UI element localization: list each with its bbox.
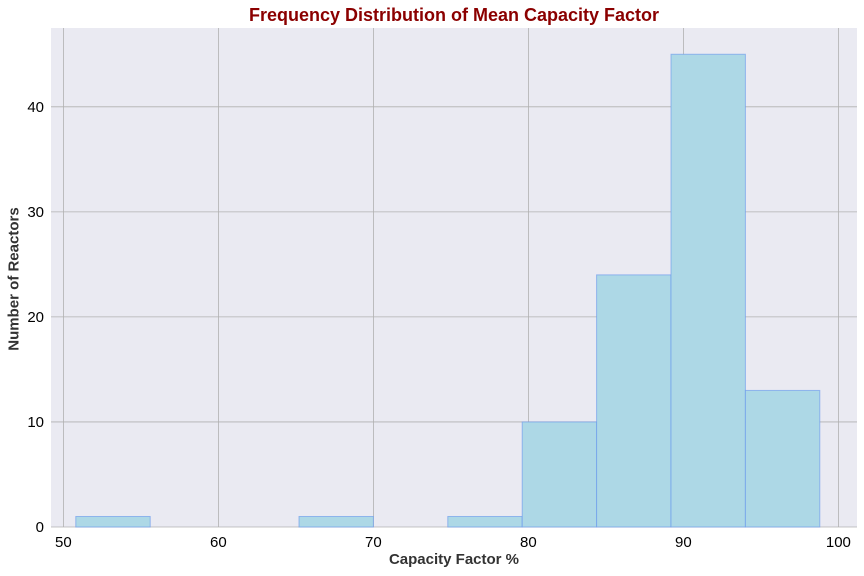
x-tick-label: 100 [826, 534, 851, 551]
histogram-bar [447, 515, 523, 528]
histogram-bar [75, 515, 151, 528]
histogram-bar [744, 389, 821, 528]
x-tick-label: 50 [55, 534, 72, 551]
y-axis-label: Number of Reactors [5, 207, 23, 351]
y-tick-label: 40 [27, 99, 44, 116]
y-tick-label: 20 [27, 309, 44, 326]
x-tick-label: 80 [520, 534, 537, 551]
y-tick-label: 30 [27, 204, 44, 221]
x-tick-label: 70 [365, 534, 382, 551]
chart-title: Frequency Distribution of Mean Capacity … [248, 5, 660, 25]
histogram-bar [596, 274, 672, 528]
histogram-bar [298, 515, 374, 528]
y-tick-label: 10 [27, 414, 44, 431]
x-tick-label: 60 [210, 534, 227, 551]
y-tick-label: 0 [36, 519, 44, 536]
x-axis-label: Capacity Factor % [388, 551, 520, 568]
x-tick-label: 90 [675, 534, 692, 551]
histogram-bar [521, 421, 598, 528]
histogram-bar [670, 53, 746, 528]
